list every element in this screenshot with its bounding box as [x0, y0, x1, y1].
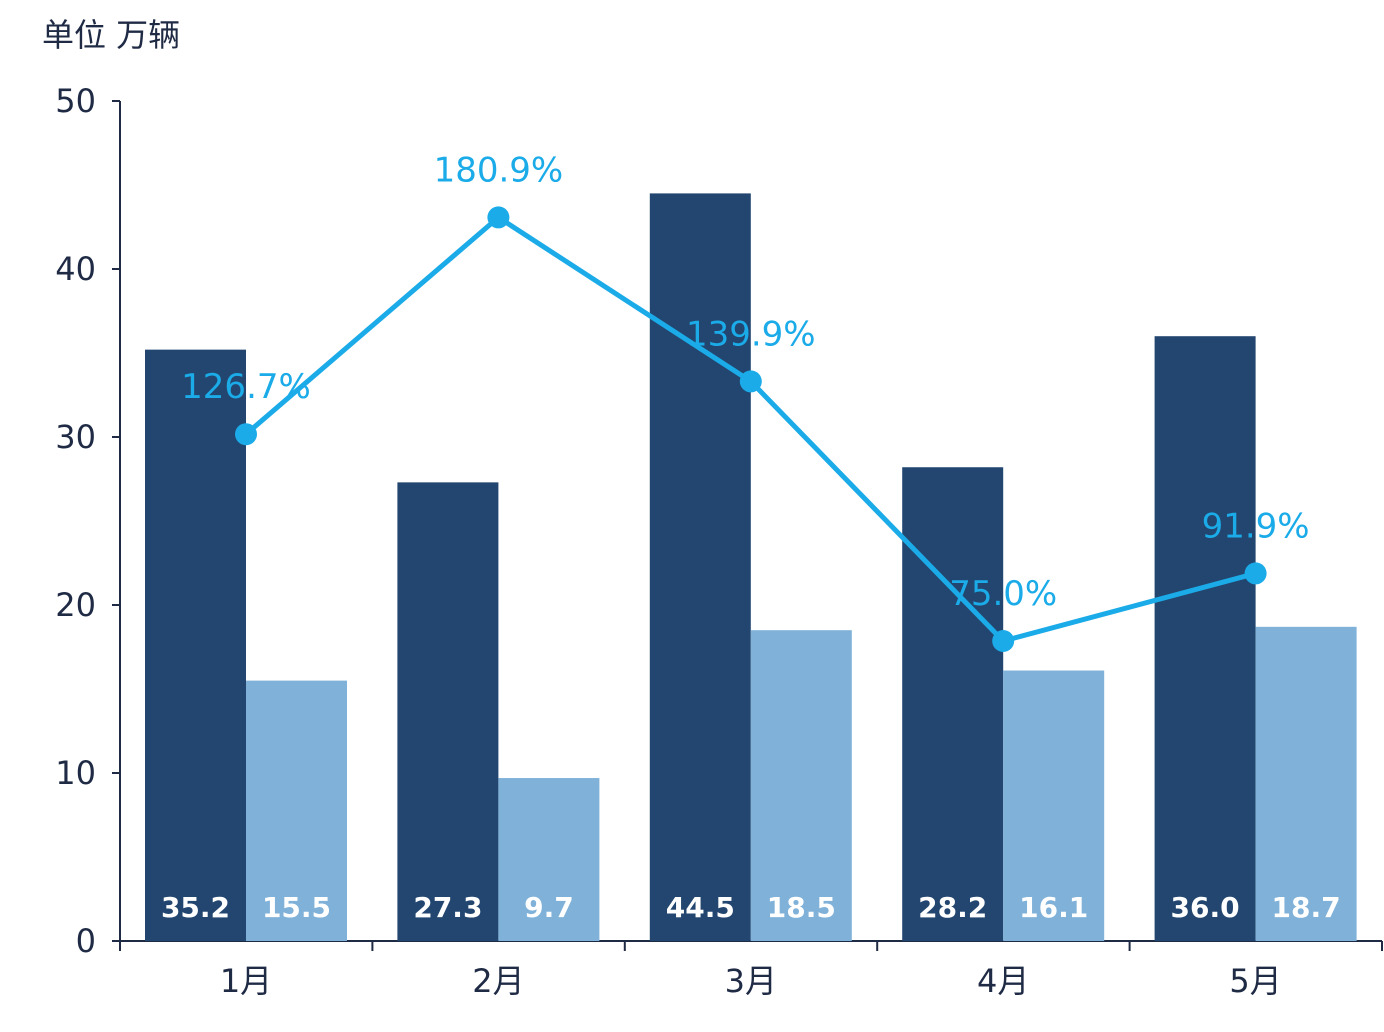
- bar-series-1: [1154, 336, 1256, 941]
- bar-data-label: 18.7: [1272, 891, 1341, 924]
- y-tick-label: 30: [55, 418, 96, 456]
- bar-labels: 35.2 15.5 27.3 9.7 44.5 18.5 28.2 16.1 36.0 18.7: [161, 891, 1341, 924]
- y-tick-label: 50: [55, 82, 96, 120]
- bar-series-2: [1003, 670, 1105, 941]
- bar-data-label: 28.2: [918, 891, 987, 924]
- y-tick-label: 0: [76, 922, 96, 960]
- growth-point: [1244, 562, 1267, 585]
- bar-data-label: 15.5: [262, 891, 331, 924]
- bar-series-1: [397, 482, 499, 941]
- growth-data-label: 126.7%: [181, 367, 311, 407]
- bar-series-1: [902, 467, 1004, 941]
- line-layer: [235, 206, 1267, 652]
- x-tick-label: 5月: [1229, 962, 1281, 1000]
- bar-data-label: 27.3: [413, 891, 482, 924]
- bar-data-label: 16.1: [1019, 891, 1088, 924]
- bar-series-1: [145, 349, 246, 941]
- bar-series-2: [1255, 626, 1357, 941]
- x-tick-label: 3月: [725, 962, 777, 1000]
- y-tick-label: 20: [55, 586, 96, 624]
- growth-point: [739, 370, 762, 393]
- point-labels: 126.7% 180.9% 139.9% 75.0% 91.9%: [181, 150, 1309, 614]
- unit-label: 单位 万辆: [42, 16, 180, 54]
- bar-data-label: 44.5: [666, 891, 735, 924]
- growth-point: [992, 630, 1015, 652]
- bar-series-2: [246, 680, 347, 941]
- growth-data-label: 180.9%: [434, 150, 564, 190]
- bar-series-2: [750, 630, 852, 941]
- bar-data-label: 36.0: [1171, 891, 1240, 924]
- bar-data-label: 35.2: [161, 891, 230, 924]
- bar-data-label: 18.5: [767, 891, 836, 924]
- growth-point: [235, 423, 257, 446]
- bar-series-1: [649, 193, 751, 941]
- bar-series-2: [498, 778, 600, 941]
- x-tick-label: 4月: [977, 962, 1029, 1000]
- axes: 0 10 20 30 40 50 1月 2月 3月 4月 5月: [55, 82, 1383, 1000]
- bar-data-label: 9.7: [524, 891, 574, 924]
- growth-data-label: 139.9%: [686, 314, 816, 354]
- bars: [145, 193, 1357, 941]
- growth-point: [487, 206, 510, 229]
- y-tick-label: 40: [55, 250, 96, 288]
- y-tick-label: 10: [55, 754, 96, 792]
- x-tick-label: 1月: [220, 962, 272, 1000]
- growth-data-label: 75.0%: [949, 574, 1057, 614]
- growth-data-label: 91.9%: [1202, 506, 1310, 546]
- x-tick-label: 2月: [472, 962, 524, 1000]
